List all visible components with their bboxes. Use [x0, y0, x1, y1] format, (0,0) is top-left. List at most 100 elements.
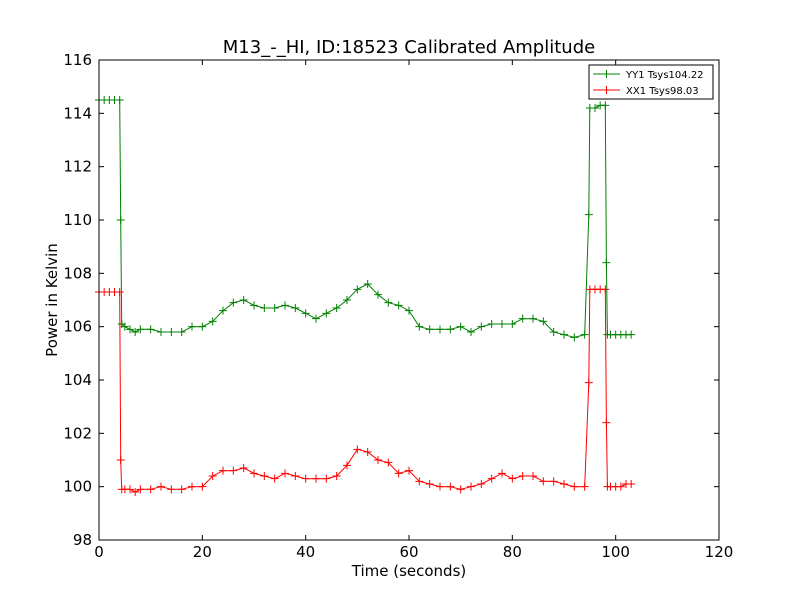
data-point-yy1: [312, 314, 320, 323]
data-point-xx1: [353, 445, 362, 454]
data-point-xx1: [322, 474, 331, 483]
data-point-xx1: [250, 469, 258, 478]
data-point-xx1: [136, 485, 145, 494]
data-point-yy1: [229, 298, 238, 307]
data-point-yy1: [260, 304, 269, 312]
data-point-yy1: [126, 325, 134, 334]
series-yy1: [95, 96, 636, 342]
data-point-yy1: [415, 322, 424, 331]
data-point-yy1: [394, 301, 403, 310]
data-point-yy1: [602, 258, 611, 267]
data-point-yy1: [477, 322, 486, 331]
data-point-xx1: [281, 469, 289, 478]
legend-label-xx1: XX1 Tsys98.03: [626, 86, 699, 97]
data-point-xx1: [477, 480, 486, 488]
x-tick-label: 100: [601, 543, 630, 561]
data-point-xx1: [627, 480, 636, 488]
y-tick-label: 98: [73, 531, 92, 549]
data-point-xx1: [374, 456, 382, 464]
data-point-yy1: [560, 330, 568, 339]
x-axis-title: Time (seconds): [351, 562, 467, 580]
data-point-yy1: [384, 298, 393, 307]
data-point-xx1: [446, 482, 455, 491]
data-point-yy1: [198, 322, 207, 331]
data-point-yy1: [539, 317, 548, 326]
data-point-yy1: [549, 328, 558, 336]
data-point-xx1: [616, 482, 625, 491]
data-point-xx1: [157, 482, 165, 491]
data-point-xx1: [405, 466, 413, 475]
x-tick-label: 60: [399, 543, 418, 561]
data-point-yy1: [363, 280, 372, 288]
data-point-yy1: [518, 314, 527, 323]
data-point-yy1: [322, 309, 331, 318]
data-point-yy1: [529, 314, 537, 323]
data-point-xx1: [239, 464, 248, 472]
data-point-yy1: [508, 320, 517, 328]
data-point-xx1: [580, 482, 589, 491]
data-point-xx1: [508, 474, 517, 483]
legend: YY1 Tsys104.22 XX1 Tsys98.03: [588, 64, 714, 100]
data-point-yy1: [580, 330, 589, 339]
data-point-xx1: [529, 472, 537, 480]
data-point-xx1: [436, 482, 444, 491]
data-point-xx1: [167, 485, 176, 494]
data-point-xx1: [312, 474, 320, 483]
data-point-yy1: [343, 296, 351, 304]
data-point-xx1: [115, 288, 124, 296]
series-xx1: [95, 285, 636, 496]
x-tick-label: 80: [503, 543, 522, 561]
data-point-yy1: [584, 210, 593, 219]
data-point-xx1: [260, 472, 269, 480]
data-point-yy1: [591, 104, 599, 112]
data-point-yy1: [374, 290, 382, 299]
data-point-xx1: [539, 477, 548, 486]
data-point-yy1: [157, 328, 165, 336]
data-point-yy1: [115, 96, 124, 104]
data-point-xx1: [343, 461, 351, 470]
data-point-yy1: [332, 304, 341, 312]
data-point-xx1: [467, 482, 475, 491]
data-point-xx1: [415, 477, 424, 486]
legend-label-yy1: YY1 Tsys104.22: [625, 70, 704, 81]
chart-title: M13_-_HI, ID:18523 Calibrated Amplitude: [223, 37, 595, 58]
y-tick-label: 112: [63, 158, 92, 176]
y-tick-label: 102: [63, 424, 92, 442]
y-tick-label: 110: [63, 211, 92, 229]
data-point-xx1: [131, 488, 140, 496]
data-point-yy1: [405, 306, 413, 315]
data-point-xx1: [332, 472, 341, 480]
data-point-xx1: [363, 448, 372, 456]
data-point-yy1: [301, 309, 310, 318]
data-point-xx1: [208, 472, 217, 480]
data-point-yy1: [270, 304, 279, 312]
data-point-xx1: [394, 469, 403, 478]
y-tick-label: 116: [63, 51, 92, 69]
data-point-yy1: [120, 322, 129, 331]
data-point-yy1: [177, 328, 186, 336]
legend-marker-yy1: [602, 70, 611, 78]
data-point-yy1: [146, 325, 155, 334]
data-point-yy1: [116, 216, 125, 224]
axis-layer: 0 20 40 60 80 100 120 98 100 102 104 106 108 110 112 11…: [63, 51, 733, 561]
plot-frame: [98, 59, 720, 541]
data-point-xx1: [549, 477, 558, 486]
data-point-xx1: [126, 485, 134, 494]
x-tick-label: 120: [705, 543, 734, 561]
data-point-xx1: [425, 480, 434, 488]
data-point-yy1: [131, 328, 140, 336]
data-point-yy1: [467, 328, 475, 336]
data-point-yy1: [456, 322, 465, 331]
data-point-yy1: [291, 304, 300, 312]
data-point-xx1: [498, 469, 506, 478]
data-point-xx1: [188, 482, 196, 491]
data-point-xx1: [301, 474, 310, 483]
data-point-xx1: [177, 485, 186, 494]
data-point-yy1: [498, 320, 506, 328]
data-point-xx1: [219, 466, 227, 475]
x-tick-label: 40: [296, 543, 315, 561]
data-point-yy1: [167, 328, 176, 336]
data-point-yy1: [627, 330, 636, 339]
